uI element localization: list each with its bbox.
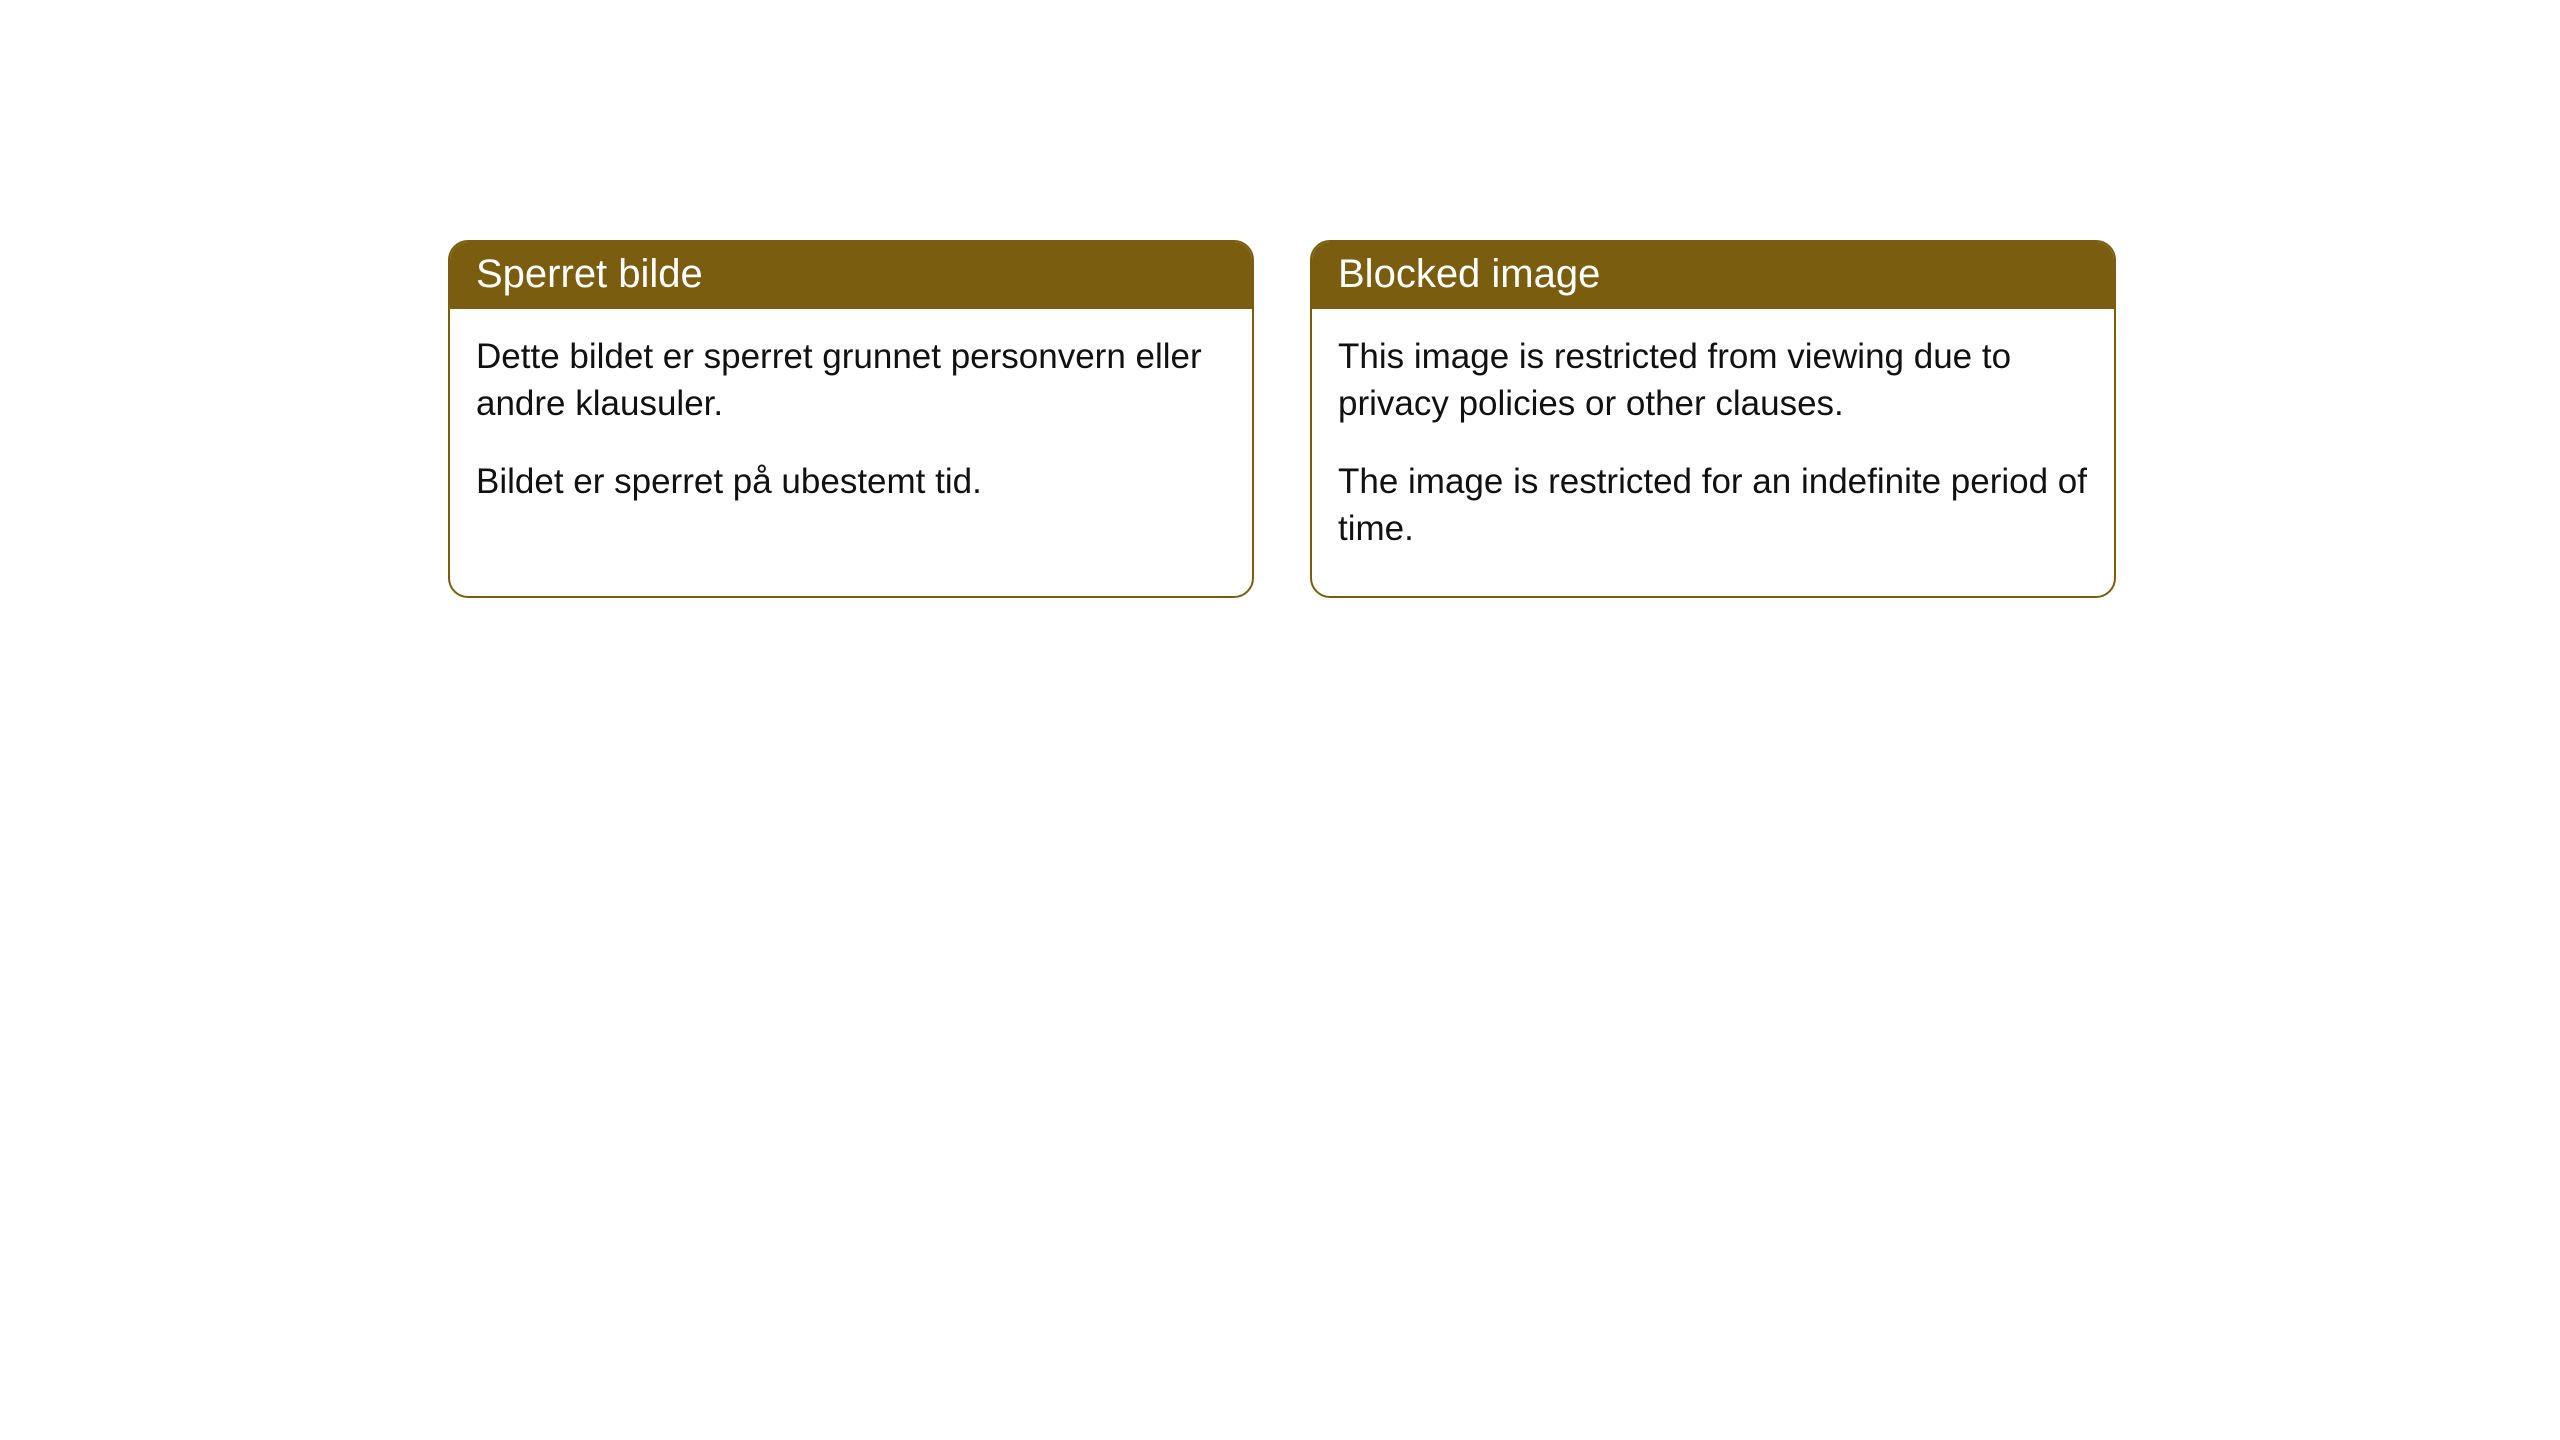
card-paragraph: This image is restricted from viewing du… [1338,333,2088,428]
notice-cards-row: Sperret bilde Dette bildet er sperret gr… [0,0,2560,598]
card-body-no: Dette bildet er sperret grunnet personve… [450,309,1252,549]
card-header-no: Sperret bilde [450,242,1252,309]
card-header-en: Blocked image [1312,242,2114,309]
card-paragraph: Bildet er sperret på ubestemt tid. [476,458,1226,505]
blocked-image-card-en: Blocked image This image is restricted f… [1310,240,2116,598]
card-paragraph: The image is restricted for an indefinit… [1338,458,2088,553]
card-body-en: This image is restricted from viewing du… [1312,309,2114,596]
card-paragraph: Dette bildet er sperret grunnet personve… [476,333,1226,428]
blocked-image-card-no: Sperret bilde Dette bildet er sperret gr… [448,240,1254,598]
